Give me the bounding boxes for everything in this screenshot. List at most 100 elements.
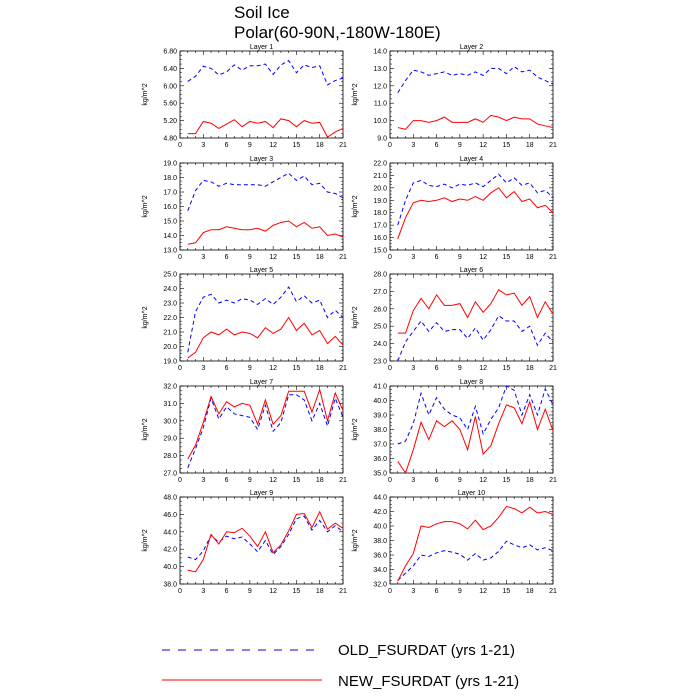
plot-frame: [179, 496, 344, 585]
series-old-line: [187, 394, 344, 468]
x-tick-label: 18: [316, 477, 324, 484]
y-axis-label: kg/m^2: [352, 529, 359, 551]
panel-title: Layer 3: [250, 156, 273, 163]
panel-title: Layer 2: [460, 44, 483, 51]
chart-panel: Layer 1 kg/m^2 0 3 6 9 12 15 18 21 4.80 5.20 5.60 6.0…: [142, 44, 347, 149]
series-old-line: [397, 540, 554, 581]
y-tick-label: 28.0: [373, 272, 387, 279]
x-tick-label: 18: [316, 588, 324, 595]
series-old-line: [397, 315, 554, 362]
legend: OLD_FSURDAT (yrs 1-21) NEW_FSURDAT (yrs …: [162, 642, 519, 690]
x-tick-label: 3: [201, 254, 205, 261]
series-new-line: [187, 220, 344, 245]
plot-frame: [179, 162, 344, 251]
x-tick-label: 3: [411, 254, 415, 261]
series-old-line: [397, 66, 554, 94]
x-tick-label: 18: [526, 588, 534, 595]
x-tick-label: 18: [526, 254, 534, 261]
y-tick-label: 36.0: [373, 456, 387, 463]
y-axis-label: kg/m^2: [142, 195, 149, 217]
x-tick-label: 0: [178, 142, 182, 149]
series-new-line: [187, 387, 344, 460]
x-tick-label: 21: [339, 142, 347, 149]
y-axis-label: kg/m^2: [352, 195, 359, 217]
y-tick-label: 38.0: [373, 427, 387, 434]
figure-title-line1: Soil Ice: [234, 3, 290, 22]
series-new-line: [397, 505, 554, 582]
y-tick-label: 5.60: [163, 101, 177, 108]
y-tick-label: 41.0: [373, 384, 387, 391]
x-tick-label: 9: [248, 365, 252, 372]
x-tick-label: 6: [435, 588, 439, 595]
x-tick-label: 15: [503, 588, 511, 595]
y-tick-label: 13.0: [373, 66, 387, 73]
chart-panel: Layer 8 kg/m^2 0 3 6 9 12 15 18 21 35.0 36.0 37.0 38.…: [352, 379, 557, 484]
y-tick-label: 25.0: [163, 272, 177, 279]
chart-panel: Layer 9 kg/m^2 0 3 6 9 12 15 18 21 38.0 40.0 42.0 44.…: [142, 490, 347, 595]
series-old-line: [187, 59, 344, 86]
y-tick-label: 44.0: [373, 495, 387, 502]
chart-panel: Layer 2 kg/m^2 0 3 6 9 12 15 18 21 9.0 10.0 11.0 12.0…: [352, 44, 557, 149]
y-tick-label: 15.0: [373, 248, 387, 255]
y-tick-label: 4.80: [163, 136, 177, 143]
y-axis-label: kg/m^2: [142, 529, 149, 551]
series-old-line: [187, 172, 344, 212]
y-tick-label: 37.0: [373, 442, 387, 449]
y-tick-label: 6.40: [163, 66, 177, 73]
y-tick-label: 24.0: [163, 286, 177, 293]
y-tick-label: 32.0: [373, 582, 387, 589]
y-tick-label: 19.0: [373, 198, 387, 205]
series-old-line: [397, 385, 554, 445]
x-tick-label: 3: [201, 142, 205, 149]
x-tick-label: 21: [339, 365, 347, 372]
x-tick-label: 15: [293, 477, 301, 484]
x-tick-label: 6: [435, 254, 439, 261]
x-tick-label: 3: [411, 365, 415, 372]
panel-title: Layer 10: [458, 490, 485, 497]
y-tick-label: 36.0: [373, 553, 387, 560]
series-new-line: [397, 114, 554, 130]
x-tick-label: 9: [458, 142, 462, 149]
panel-title: Layer 1: [250, 44, 273, 51]
plot-frame: [389, 496, 554, 585]
x-tick-label: 0: [388, 477, 392, 484]
figure-title-line2: Polar(60-90N,-180W-180E): [234, 23, 441, 42]
x-tick-label: 0: [388, 365, 392, 372]
x-tick-label: 3: [201, 477, 205, 484]
y-tick-label: 16.0: [163, 204, 177, 211]
legend-old-label: OLD_FSURDAT (yrs 1-21): [338, 642, 515, 659]
y-tick-label: 21.0: [163, 330, 177, 337]
x-tick-label: 15: [503, 365, 511, 372]
y-tick-label: 18.0: [163, 175, 177, 182]
y-tick-label: 44.0: [163, 529, 177, 536]
x-tick-label: 12: [269, 142, 277, 149]
y-tick-label: 9.0: [377, 136, 387, 143]
y-tick-label: 16.0: [373, 235, 387, 242]
chart-panel: Layer 6 kg/m^2 0 3 6 9 12 15 18 21 23.0 24.0 25.0 26.…: [352, 267, 557, 372]
y-tick-label: 18.0: [373, 210, 387, 217]
x-tick-label: 12: [269, 365, 277, 372]
plot-frame: [389, 162, 554, 251]
panel-title: Layer 7: [250, 379, 273, 386]
y-tick-label: 14.0: [373, 49, 387, 56]
x-tick-label: 0: [178, 588, 182, 595]
y-tick-label: 42.0: [373, 509, 387, 516]
y-tick-label: 19.0: [163, 359, 177, 366]
x-tick-label: 15: [293, 254, 301, 261]
panel-title: Layer 5: [250, 267, 273, 274]
y-tick-label: 29.0: [163, 436, 177, 443]
y-tick-label: 28.0: [163, 453, 177, 460]
x-tick-label: 12: [269, 254, 277, 261]
x-tick-label: 9: [458, 365, 462, 372]
x-tick-label: 15: [293, 588, 301, 595]
y-tick-label: 23.0: [373, 359, 387, 366]
panel-title: Layer 4: [460, 156, 483, 163]
x-tick-label: 12: [479, 142, 487, 149]
plot-frame: [389, 385, 554, 474]
x-tick-label: 6: [225, 477, 229, 484]
y-tick-label: 20.0: [163, 344, 177, 351]
chart-panel: Layer 10 kg/m^2 0 3 6 9 12 15 18 21 32.0 34.0 36.0 38…: [352, 490, 557, 595]
panel-title: Layer 9: [250, 490, 273, 497]
x-tick-label: 21: [549, 254, 557, 261]
x-tick-label: 6: [435, 365, 439, 372]
